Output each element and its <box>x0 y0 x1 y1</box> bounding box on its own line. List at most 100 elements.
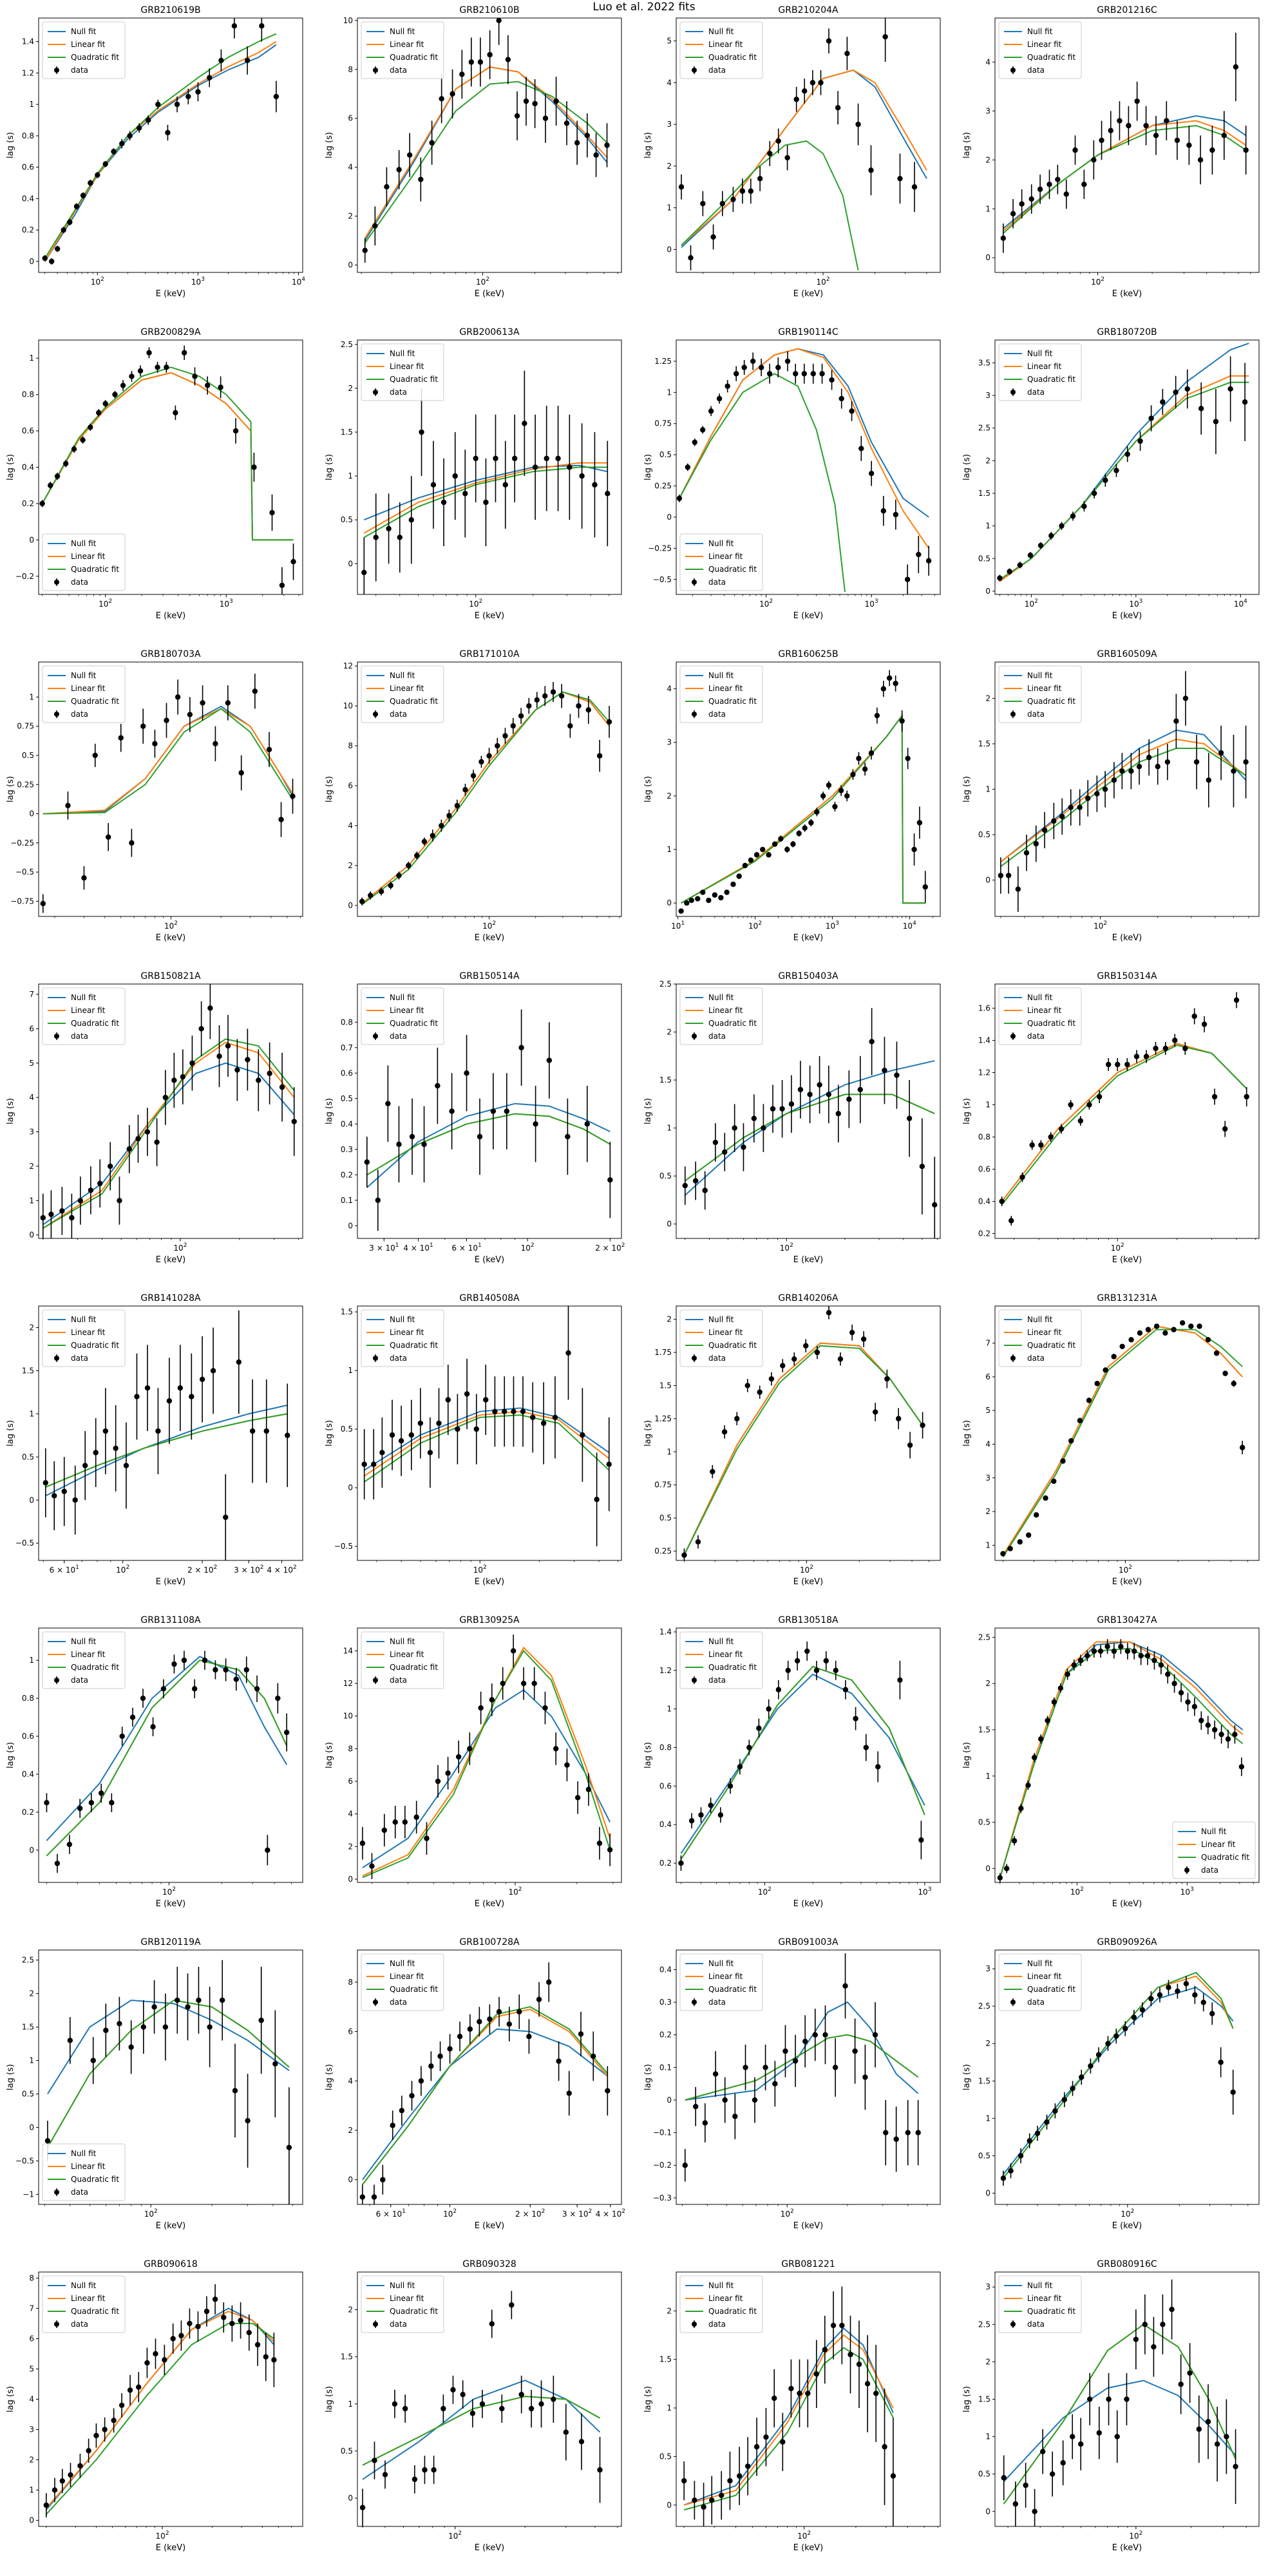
data-marker <box>1231 1381 1236 1387</box>
legend-label: data <box>1027 388 1045 397</box>
data-point <box>93 2423 99 2448</box>
data-point <box>727 2451 733 2510</box>
data-point <box>1153 1323 1160 1329</box>
data-point <box>234 1039 240 1101</box>
data-marker <box>155 101 161 108</box>
data-marker <box>502 733 508 739</box>
data-point <box>719 2471 724 2520</box>
y-tick-label: 0 <box>667 513 672 522</box>
data-marker <box>692 2103 699 2110</box>
data-point <box>382 2460 388 2489</box>
data-marker <box>566 2090 572 2096</box>
data-marker <box>897 1677 903 1683</box>
data-marker <box>1071 1662 1077 1668</box>
x-tick-label: 102 <box>91 276 104 287</box>
data-marker <box>1007 569 1012 574</box>
data-marker <box>719 2492 724 2498</box>
x-tick-label: 102 <box>797 2530 811 2541</box>
legend-quadratic-fit: Quadratic fit <box>685 565 757 574</box>
data-point <box>275 1683 281 1714</box>
legend-label: Linear fit <box>708 2294 743 2303</box>
data-point <box>925 545 932 576</box>
data-point <box>477 1098 483 1175</box>
data-marker <box>918 1837 924 1843</box>
legend-label: data <box>1027 66 1045 75</box>
legend-data: data <box>373 66 407 75</box>
data-marker <box>44 2138 51 2144</box>
subplot-title: GRB180720B <box>1097 327 1157 337</box>
y-axis-label: lag (s) <box>6 2386 15 2412</box>
data-marker <box>61 227 66 233</box>
data-point <box>688 1813 695 1829</box>
data-point <box>450 2375 456 2404</box>
legend-linear-fit: Linear fit <box>48 684 106 693</box>
data-marker <box>61 1488 67 1495</box>
data-point <box>243 1656 249 1683</box>
data-point <box>1023 2463 1028 2508</box>
legend-quadratic-fit: Quadratic fit <box>48 565 119 574</box>
legend-label: Quadratic fit <box>71 53 119 62</box>
data-marker <box>1148 1996 1154 2002</box>
data-point <box>418 2066 424 2096</box>
data-point <box>499 2394 505 2423</box>
data-point <box>445 1365 451 1435</box>
data-point <box>359 2184 366 2204</box>
data-point <box>753 2418 760 2476</box>
legend-null-fit: Null fit <box>685 539 734 548</box>
data-marker <box>62 460 69 467</box>
data-point <box>67 2016 73 2064</box>
data-point <box>605 440 611 547</box>
legend-swatch-marker <box>692 1356 697 1361</box>
legend-label: Quadratic fit <box>708 1341 757 1350</box>
legend-quadratic-fit: Quadratic fit <box>685 1663 757 1672</box>
data-marker <box>59 2478 65 2484</box>
data-point <box>111 148 117 155</box>
data-marker <box>1096 2430 1102 2436</box>
data-point <box>762 2044 768 2090</box>
data-point <box>175 1966 180 2034</box>
data-marker <box>59 1208 65 1214</box>
data-point <box>1173 694 1179 749</box>
legend-label: Quadratic fit <box>708 697 757 706</box>
y-tick-label: 0 <box>348 1875 353 1884</box>
data-marker <box>872 2032 878 2038</box>
data-point <box>862 762 868 776</box>
data-marker <box>695 896 701 902</box>
data-marker <box>757 176 763 182</box>
legend-box <box>679 1309 763 1367</box>
data-marker <box>830 2322 837 2329</box>
legend-quadratic-fit: Quadratic fit <box>685 697 757 706</box>
data-point <box>502 728 508 744</box>
legend-label: data <box>390 1032 407 1041</box>
y-tick-label: 2 <box>29 1162 34 1171</box>
data-marker <box>804 1648 810 1654</box>
data-marker <box>1157 1992 1163 1998</box>
data-point <box>231 18 238 39</box>
data-point <box>1018 2148 1024 2164</box>
data-marker <box>1097 1648 1104 1654</box>
legend-box <box>361 1631 444 1689</box>
plot-area <box>678 18 927 271</box>
data-marker <box>1094 1381 1100 1387</box>
y-tick-label: 0 <box>29 810 34 819</box>
data-marker <box>73 204 80 209</box>
linear-fit-line <box>683 2334 894 2506</box>
data-marker <box>761 1125 766 1131</box>
y-tick-label: 0 <box>29 2123 34 2132</box>
axes-frame <box>676 17 941 273</box>
data-marker <box>868 750 875 756</box>
data-point <box>550 681 556 702</box>
data-marker <box>553 98 559 104</box>
plot-area <box>997 1639 1245 1882</box>
y-axis-label: lag (s) <box>962 1098 972 1124</box>
plot-area <box>362 18 610 263</box>
data-point <box>724 889 730 895</box>
legend-label: Quadratic fit <box>1027 375 1075 384</box>
data-marker <box>473 455 478 462</box>
data-marker <box>763 2434 769 2440</box>
data-point <box>213 726 218 762</box>
data-point <box>708 1797 714 1814</box>
